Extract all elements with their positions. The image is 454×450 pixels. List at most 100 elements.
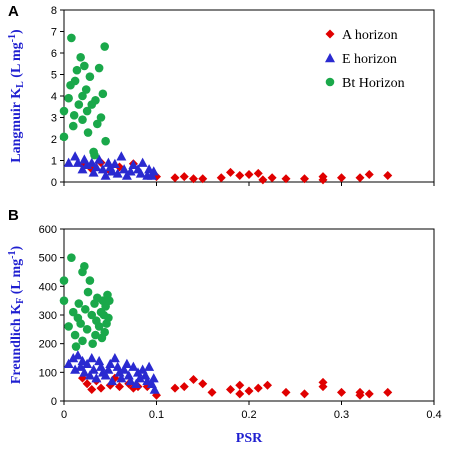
data-point <box>105 296 114 305</box>
data-point <box>94 154 105 164</box>
data-point <box>258 175 268 185</box>
data-point <box>337 387 346 397</box>
data-point <box>100 327 109 337</box>
x-tick-label: 0.4 <box>426 409 441 421</box>
data-point <box>68 121 78 131</box>
data-point <box>135 168 146 178</box>
data-point <box>170 173 180 183</box>
data-point <box>107 166 118 176</box>
data-point <box>105 358 116 368</box>
y-tick-label: 500 <box>39 253 57 265</box>
data-point <box>115 382 124 392</box>
y-tick-label: 200 <box>39 339 57 351</box>
y-tick-label: 400 <box>39 281 57 293</box>
data-point <box>67 33 76 43</box>
data-point <box>96 113 106 122</box>
data-point <box>104 313 113 323</box>
y-tick-label: 4 <box>51 91 57 103</box>
data-point <box>318 172 328 182</box>
data-point <box>355 387 365 397</box>
panel-a: A 0 1 2 3 4 5 6 7 8 Langmuir KL (L mg-1) A horiz… <box>7 3 435 189</box>
panel-b-y-axis-title: Freundlich KF (L mg-1) <box>7 246 26 385</box>
panel-b: B 0 100 200 300 400 500 600 0 0.1 0.2 0.3 0.4 Freu… <box>7 207 442 446</box>
legend-label: E horizon <box>342 52 397 67</box>
data-point <box>253 168 263 178</box>
data-point <box>121 358 132 368</box>
data-point <box>116 151 127 161</box>
panel-b-ylabel-sub: F <box>15 298 26 304</box>
y-tick-label: 0 <box>51 396 57 408</box>
data-point <box>67 253 76 262</box>
panel-a-label: A <box>8 3 19 20</box>
data-point <box>72 350 83 360</box>
data-point <box>84 370 95 380</box>
data-point <box>59 296 69 305</box>
data-point <box>63 157 74 167</box>
data-point <box>74 299 84 308</box>
data-point <box>86 353 97 363</box>
data-point <box>128 159 139 170</box>
data-point <box>148 373 159 383</box>
panel-b-ylabel-sup: -1 <box>7 251 18 259</box>
panel-a-y-axis: 0 1 2 3 4 5 6 7 8 <box>51 5 64 189</box>
data-point <box>112 168 123 178</box>
data-point <box>107 375 118 386</box>
data-point <box>81 85 91 94</box>
data-point <box>337 173 346 183</box>
data-point <box>90 150 99 160</box>
legend-marker <box>325 77 335 87</box>
data-point <box>91 330 100 340</box>
data-point <box>281 387 291 397</box>
data-point <box>87 310 97 320</box>
data-point <box>253 383 263 393</box>
data-point <box>179 172 189 182</box>
data-point <box>91 161 102 172</box>
data-point <box>267 173 277 183</box>
legend-label: Bt Horizon <box>342 76 405 91</box>
data-point <box>355 173 365 183</box>
legend-marker <box>325 29 335 39</box>
data-point <box>59 132 69 142</box>
data-point <box>207 387 217 397</box>
data-point <box>119 164 130 174</box>
x-axis-title: PSR <box>236 431 263 446</box>
data-point <box>364 169 374 179</box>
data-point <box>80 261 89 271</box>
x-tick-label: 0 <box>61 409 67 421</box>
data-point <box>80 304 90 314</box>
data-point <box>109 353 120 363</box>
data-point <box>189 174 198 184</box>
data-point <box>103 364 114 374</box>
data-point <box>116 373 127 383</box>
y-tick-label: 8 <box>51 5 57 17</box>
data-point <box>93 119 102 129</box>
data-point <box>244 169 254 179</box>
data-point <box>68 307 78 317</box>
x-tick-label: 0.3 <box>334 409 349 421</box>
data-point <box>137 157 148 167</box>
data-point <box>179 382 189 392</box>
data-point <box>235 380 245 390</box>
data-point <box>88 339 97 348</box>
data-point <box>226 167 235 177</box>
data-point <box>70 364 81 374</box>
data-point <box>64 93 73 103</box>
panel-a-ylabel-sub: L <box>15 81 26 88</box>
y-tick-label: 3 <box>51 113 57 125</box>
panel-b-x-axis: 0 0.1 0.2 0.3 0.4 <box>61 401 442 421</box>
data-point <box>263 380 272 390</box>
data-point <box>70 76 80 86</box>
data-point <box>94 63 104 73</box>
data-point <box>76 53 85 62</box>
legend-label: A horizon <box>342 28 398 43</box>
data-point <box>216 173 226 183</box>
panel-a-ylabel-main: Langmuir K <box>9 88 24 163</box>
data-point <box>94 322 104 331</box>
y-tick-label: 5 <box>51 70 57 82</box>
y-tick-label: 7 <box>51 27 57 39</box>
data-point <box>88 167 99 177</box>
panel-a-points <box>59 33 393 185</box>
panel-b-points <box>59 253 393 400</box>
data-point <box>82 106 92 116</box>
data-point <box>235 389 245 399</box>
